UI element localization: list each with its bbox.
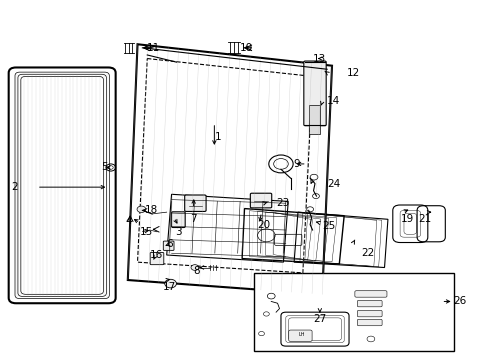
Text: 14: 14 <box>326 96 340 107</box>
FancyBboxPatch shape <box>150 252 163 265</box>
FancyBboxPatch shape <box>303 61 325 126</box>
FancyBboxPatch shape <box>184 195 205 211</box>
FancyBboxPatch shape <box>171 212 185 228</box>
Text: 9: 9 <box>292 159 299 169</box>
Text: 7: 7 <box>190 214 196 224</box>
Text: 24: 24 <box>326 179 340 189</box>
Text: 11: 11 <box>147 43 160 53</box>
FancyBboxPatch shape <box>354 291 386 297</box>
FancyBboxPatch shape <box>357 319 381 326</box>
Bar <box>308 105 320 134</box>
FancyBboxPatch shape <box>357 310 381 317</box>
Text: 25: 25 <box>322 221 335 231</box>
Text: 3: 3 <box>175 227 182 237</box>
Text: 19: 19 <box>400 214 413 224</box>
Text: 15: 15 <box>140 227 153 237</box>
Text: 26: 26 <box>453 296 466 306</box>
Circle shape <box>191 265 199 270</box>
FancyBboxPatch shape <box>357 300 381 307</box>
Text: 5: 5 <box>101 162 107 172</box>
Text: 17: 17 <box>162 282 175 292</box>
FancyBboxPatch shape <box>163 241 174 250</box>
Text: 16: 16 <box>149 250 163 260</box>
Text: 4: 4 <box>125 216 132 226</box>
Text: 10: 10 <box>239 43 252 53</box>
Text: 22: 22 <box>361 248 374 258</box>
Circle shape <box>137 206 145 212</box>
FancyBboxPatch shape <box>288 330 311 342</box>
Text: 13: 13 <box>312 54 325 64</box>
Text: 18: 18 <box>144 205 158 215</box>
Bar <box>254 273 453 351</box>
FancyBboxPatch shape <box>250 193 271 208</box>
Text: 1: 1 <box>214 132 221 142</box>
Text: 21: 21 <box>417 214 430 224</box>
Text: 12: 12 <box>346 68 359 78</box>
Text: 6: 6 <box>166 239 173 249</box>
Text: LH: LH <box>298 332 304 337</box>
Text: 23: 23 <box>276 198 289 208</box>
Text: 20: 20 <box>257 220 270 230</box>
Text: 8: 8 <box>193 266 200 276</box>
Text: 27: 27 <box>313 314 326 324</box>
Text: 2: 2 <box>11 182 18 192</box>
Circle shape <box>164 279 176 288</box>
